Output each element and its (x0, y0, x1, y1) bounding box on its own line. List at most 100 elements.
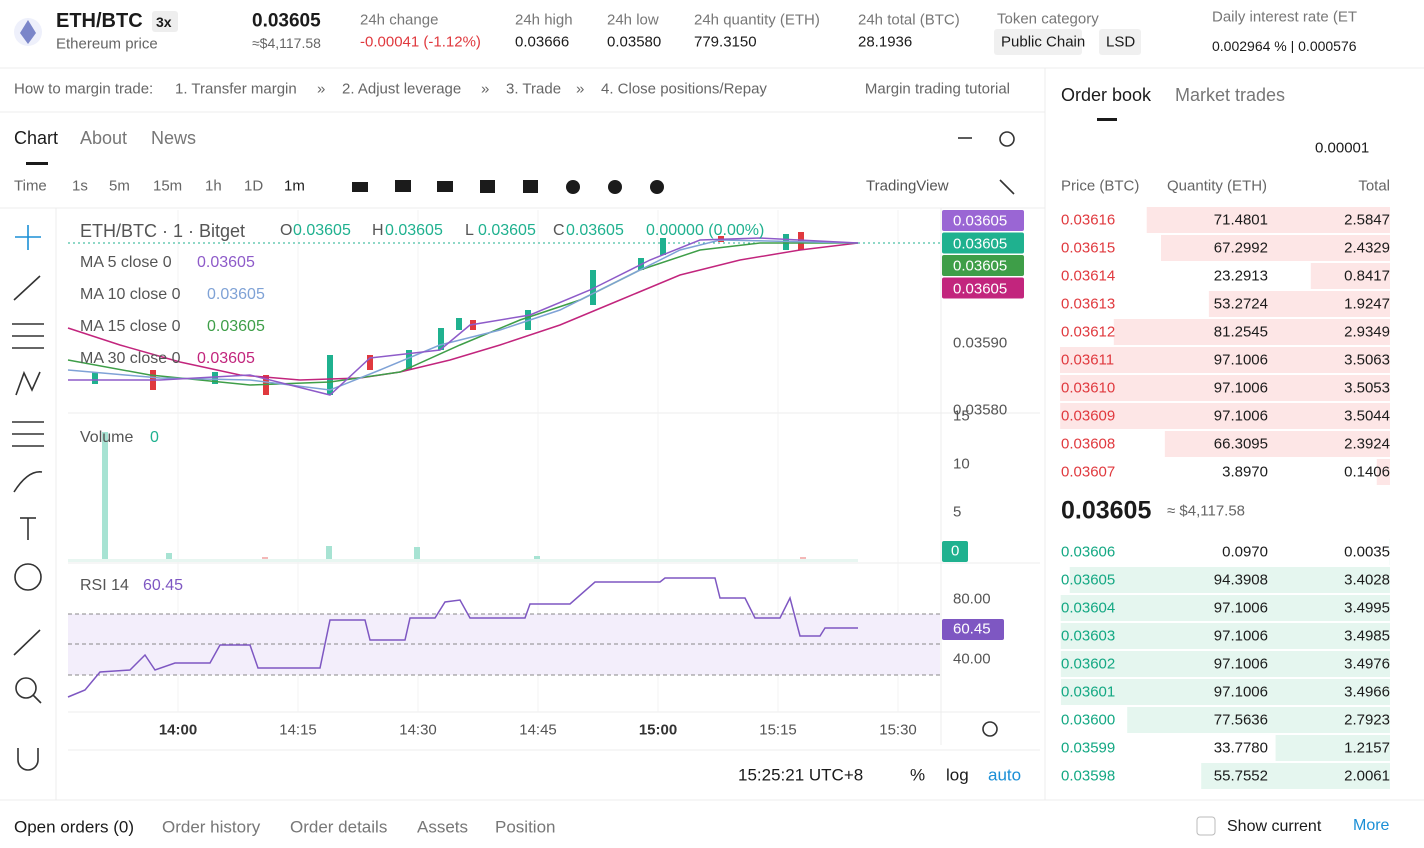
precision[interactable]: 0.00001 (1315, 139, 1370, 157)
depth-bar (1113, 319, 1390, 345)
book-total: 2.9349 (1344, 323, 1390, 341)
tag: Public Chain (1001, 33, 1086, 51)
book-price: 0.03611 (1061, 351, 1115, 369)
depth-bar (1060, 651, 1390, 677)
time-tick: 14:30 (399, 721, 437, 739)
tag-bg (1099, 29, 1141, 55)
interval[interactable]: 5m (109, 177, 130, 195)
ohlc-value: 0.03605 (566, 222, 624, 239)
book-quantity: 97.1006 (1213, 627, 1268, 645)
book-price: 0.03605 (1061, 571, 1116, 589)
tutorial-link[interactable]: Margin trading tutorial (864, 80, 1010, 98)
show-current[interactable]: Show current (1227, 818, 1322, 835)
ohlc-key: H (372, 222, 384, 239)
bottom-tab[interactable]: Position (495, 817, 556, 837)
book-total: 0.8417 (1344, 267, 1390, 285)
volume-bars (68, 432, 858, 562)
depth-bar (1161, 235, 1390, 261)
book-price: 0.03616 (1061, 211, 1116, 229)
separator: » (481, 80, 490, 98)
interval[interactable]: 1D (244, 177, 264, 195)
book-total: 3.4985 (1344, 627, 1390, 645)
bottom-tab[interactable]: Order history (162, 817, 261, 837)
volume-badge (942, 541, 968, 562)
book-quantity: 33.7780 (1213, 739, 1268, 757)
column-header: Quantity (ETH) (1167, 177, 1268, 195)
rsi-badge-label: 60.45 (953, 620, 991, 638)
bottom-tab[interactable]: Order details (290, 817, 388, 837)
interval[interactable]: Time (14, 177, 47, 195)
book-price: 0.03610 (1061, 379, 1116, 397)
stat-label: Token category (997, 10, 1099, 28)
book-price: 0.03608 (1061, 435, 1116, 453)
checkbox[interactable] (1196, 816, 1216, 836)
guide-step[interactable]: 3. Trade (506, 80, 562, 98)
tab-indicator (1097, 118, 1117, 121)
stat-value: 0.03580 (607, 33, 662, 51)
coin-name: Ethereum price (56, 35, 158, 53)
book-total: 2.3924 (1344, 435, 1390, 453)
scale-option[interactable]: auto (988, 765, 1022, 785)
interval[interactable]: 15m (153, 177, 183, 195)
dividers (0, 67, 1424, 801)
book-price: 0.03603 (1061, 627, 1116, 645)
bottom-tab[interactable]: Assets (417, 817, 469, 837)
bottom-tab[interactable]: Open orders (0) (14, 817, 134, 837)
book-tab[interactable]: Market trades (1175, 85, 1286, 105)
chart-tab[interactable]: About (80, 128, 128, 148)
price-badge (942, 232, 1024, 254)
interval[interactable]: 1h (205, 177, 222, 195)
stat-label: 24h quantity (ETH) (694, 11, 820, 29)
book-total: 3.5063 (1344, 351, 1390, 369)
interval[interactable]: 1m (284, 177, 305, 195)
book-price: 0.03606 (1061, 543, 1116, 561)
toolbar-icons (352, 180, 664, 194)
column-header: Total (1358, 177, 1390, 195)
pane-label: Volume (80, 429, 134, 446)
book-quantity: 97.1006 (1213, 407, 1268, 425)
guide-step[interactable]: 4. Close positions/Repay (601, 80, 767, 98)
chart-tab[interactable]: News (151, 128, 197, 148)
book-quantity: 23.2913 (1213, 267, 1268, 285)
book-tab[interactable]: Order book (1061, 85, 1152, 105)
pane-value: 0 (150, 429, 159, 446)
time-tick: 14:00 (158, 721, 198, 739)
book-quantity: 94.3908 (1213, 571, 1268, 589)
book-quantity: 66.3095 (1213, 435, 1268, 453)
book-quantity: 71.4801 (1213, 211, 1268, 229)
stat-label: Daily interest rate (ET (1212, 8, 1358, 26)
scale-option[interactable]: log (946, 765, 969, 785)
book-total: 3.4976 (1344, 655, 1390, 673)
book-total: 1.2157 (1344, 739, 1390, 757)
book-quantity: 67.2992 (1213, 239, 1268, 257)
depth-bar (1208, 291, 1390, 317)
guide-step[interactable]: 2. Adjust leverage (342, 80, 462, 98)
price-badge-label: 0.03605 (953, 280, 1008, 297)
rsi-levels (68, 613, 940, 676)
book-quantity: 97.1006 (1213, 351, 1268, 369)
more-link[interactable]: More (1353, 817, 1390, 834)
book-price: 0.03607 (1061, 463, 1116, 481)
pane-value: 60.45 (143, 577, 184, 594)
scale-option[interactable]: % (910, 765, 926, 785)
depth-bar (1060, 623, 1390, 649)
price-badge-label: 0.03605 (953, 235, 1008, 252)
ohlc-key: L (465, 222, 474, 239)
ma-value: 0.03605 (207, 318, 265, 335)
depth-bar (1060, 403, 1390, 429)
price-badge-label: 0.03605 (953, 257, 1008, 275)
moving-averages (67, 237, 859, 396)
book-quantity: 97.1006 (1213, 655, 1268, 673)
book-total: 1.9247 (1344, 295, 1390, 313)
tag-bg (994, 29, 1082, 55)
book-total: 0.0035 (1344, 543, 1390, 561)
tag: LSD (1106, 33, 1136, 51)
guide-step[interactable]: 1. Transfer margin (175, 80, 297, 98)
interval[interactable]: 1s (72, 177, 88, 195)
book-price: 0.03609 (1061, 407, 1116, 425)
chart-tab[interactable]: Chart (14, 128, 59, 148)
provider[interactable]: TradingView (866, 177, 949, 195)
book-total: 2.0061 (1344, 767, 1390, 785)
stat-label: 24h low (607, 11, 659, 29)
